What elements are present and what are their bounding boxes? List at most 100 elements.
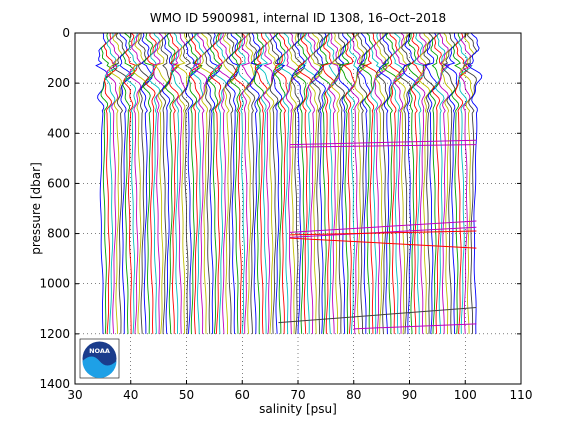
y-tick-label: 400 [47,126,70,140]
profile-line [291,32,306,334]
profile-line [243,32,255,334]
profile-line [314,32,327,334]
profile-line [378,32,393,334]
profile-line [290,32,306,334]
profile-line [455,32,469,334]
profile-line [137,32,150,334]
profile-line [376,32,390,334]
chart-title: WMO ID 5900981, internal ID 1308, 16–Oct… [150,11,446,25]
profile-line [119,32,132,334]
profile-line [307,32,320,334]
profile-line [356,32,368,334]
profile-line [310,32,325,334]
profile-line [161,32,174,334]
profile-line [272,32,286,334]
axis-ticks: 30 40 50 60 70 80 90 100 110 0 200 400 600 800 1000 120… [39,26,532,402]
profile-line [334,32,345,334]
profile-line [459,32,472,334]
profile-line [441,32,456,334]
overlay-line [289,237,477,249]
profile-line [358,32,374,334]
profile-line [370,32,384,334]
profile-line [438,32,450,334]
profile-line [105,32,120,334]
profile-line [458,32,473,334]
y-axis-label: pressure [dbar] [29,162,43,255]
profile-line [193,32,208,334]
x-tick-label: 30 [67,388,82,402]
overlay-line [289,226,477,238]
profile-line [393,32,408,334]
profile-line [249,32,263,334]
profile-line [463,32,477,334]
profile-line [123,32,138,334]
profile-line [460,32,475,334]
profile-line [302,32,317,334]
y-tick-label: 0 [62,26,70,40]
overlay-line [289,144,477,148]
overlay-line [353,323,477,330]
profile-line [213,32,227,334]
overlay-line [289,220,477,233]
x-tick-label: 50 [179,388,194,402]
profile-line [269,32,284,334]
profile-line [388,32,402,334]
x-tick-label: 90 [402,388,417,402]
profile-line [435,32,450,334]
profile-line [254,32,268,334]
profile-line [226,32,240,334]
profile-line [142,32,155,334]
profile-line [253,32,265,334]
profile-line [241,32,253,334]
x-tick-label: 70 [290,388,305,402]
y-tick-label: 200 [47,76,70,90]
profile-line [171,32,186,334]
profile-line [350,32,364,334]
y-tick-label: 1000 [39,277,70,291]
profile-line [373,32,388,334]
profile-line [412,32,425,334]
profile-line [159,32,171,334]
profile-line [374,32,390,334]
profile-line [209,32,223,334]
profile-line [255,32,271,334]
profile-line [128,32,142,334]
profile-line [236,32,250,334]
profile-line [357,32,371,334]
profile-line [206,32,221,334]
profile-line [407,32,420,334]
profile-line [204,32,218,334]
profile-line [233,32,246,334]
profile-line [395,32,409,334]
profile-line [165,32,180,334]
profile-line [309,32,323,334]
profile-line [100,32,114,334]
overlay-line [278,307,477,324]
profile-line [431,32,444,334]
profile-line [392,32,405,334]
profile-line [125,32,139,334]
profile-line [354,32,369,334]
profile-line [169,32,180,334]
x-axis-label: salinity [psu] [259,402,337,416]
x-tick-label: 40 [123,388,138,402]
salinity-profiles [95,32,483,334]
cross-profile-lines [278,139,477,330]
profile-line [422,32,435,334]
profile-line [246,32,260,334]
profile-line [277,32,293,334]
profile-line [104,32,120,334]
profile-line [318,32,331,334]
y-tick-label: 600 [47,176,70,190]
profile-line [288,32,303,334]
profile-line [467,32,483,334]
profile-line [188,32,203,334]
profile-line [274,32,289,334]
svg-text:NOAA: NOAA [89,347,110,355]
profile-line [294,32,308,334]
profile-line [122,32,135,334]
x-tick-label: 110 [510,388,533,402]
y-tick-label: 1200 [39,327,70,341]
profile-line [440,32,453,334]
profile-line [398,32,412,334]
